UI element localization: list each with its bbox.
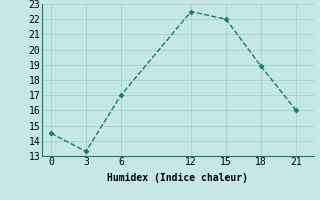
- X-axis label: Humidex (Indice chaleur): Humidex (Indice chaleur): [107, 173, 248, 183]
